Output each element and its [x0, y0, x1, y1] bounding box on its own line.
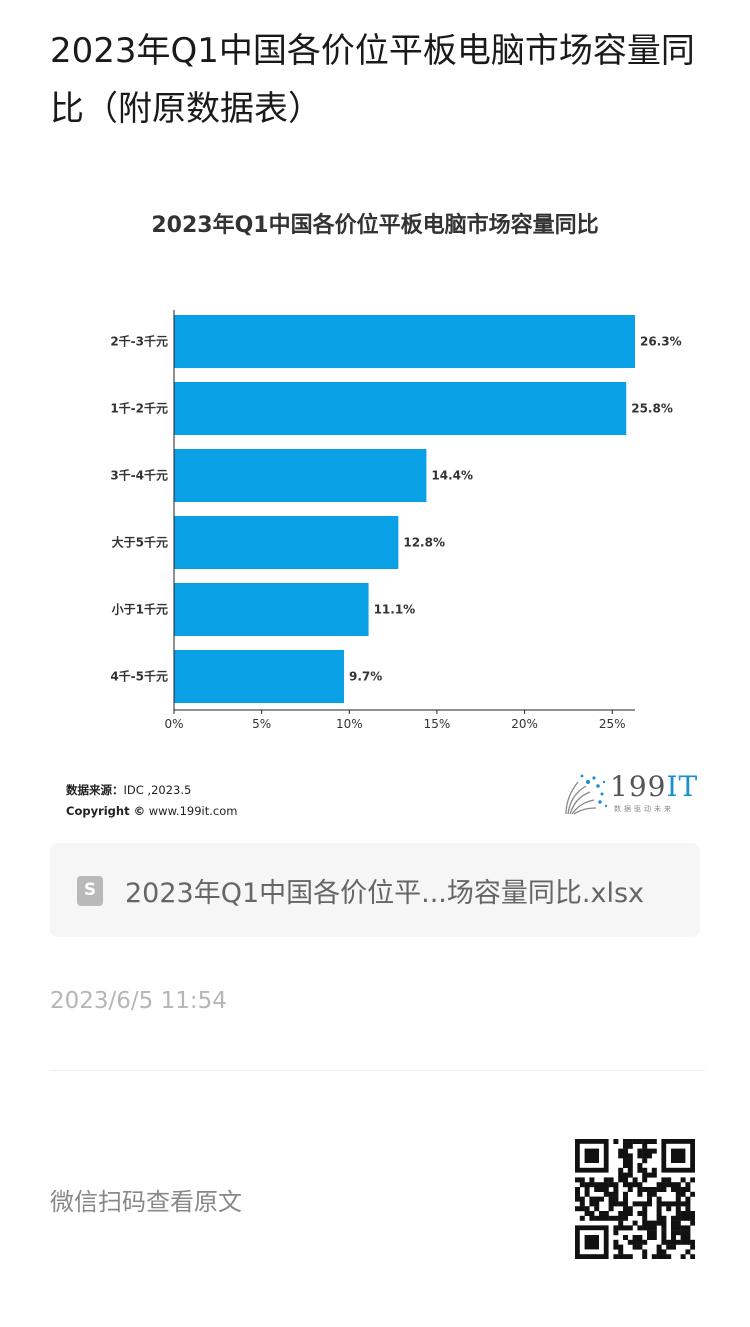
publish-timestamp: 2023/6/5 11:54: [50, 988, 227, 1014]
logo-wordmark: 199IT: [610, 770, 699, 803]
199it-logo: 199IT 数据驱动未来: [560, 770, 700, 820]
bar: [174, 583, 369, 636]
x-tick-label: 25%: [599, 717, 626, 731]
qr-code-icon[interactable]: [575, 1139, 695, 1259]
copyright-site: www.199it.com: [148, 804, 238, 818]
source-value: IDC ,2023.5: [123, 783, 192, 797]
data-label: 9.7%: [349, 670, 382, 684]
category-label: 2千-3千元: [110, 334, 168, 349]
divider: [50, 1070, 705, 1071]
data-label: 12.8%: [403, 536, 445, 550]
attachment-filename[interactable]: 2023年Q1中国各价位平...场容量同比.xlsx: [125, 878, 644, 909]
data-label: 14.4%: [431, 469, 473, 483]
chart-title: 2023年Q1中国各价位平板电脑市场容量同比: [151, 213, 599, 238]
category-label: 4千-5千元: [110, 669, 168, 684]
x-tick-label: 15%: [424, 717, 451, 731]
bar: [174, 449, 427, 502]
qr-prompt: 微信扫码查看原文: [50, 1188, 242, 1216]
x-tick-label: 10%: [336, 717, 363, 731]
chart-image: 2千-3千元 26.3% 1千-2千元 25.8% 3千-4千元 14.4% 大于5千元 12…: [50, 185, 700, 835]
category-label: 大于5千元: [112, 535, 168, 550]
data-label: 25.8%: [631, 402, 673, 416]
bar: [174, 650, 345, 703]
source-label: 数据来源：: [66, 783, 124, 797]
spreadsheet-file-icon: S: [77, 876, 103, 906]
logo-fan-icon: [565, 774, 608, 815]
bar: [174, 382, 627, 435]
data-source: 数据来源：IDC ,2023.5 Copyright © www.199it.c…: [66, 780, 237, 822]
bar: [174, 516, 399, 569]
data-label: 11.1%: [374, 603, 416, 617]
copyright-label: Copyright ©: [66, 804, 146, 818]
category-label: 小于1千元: [112, 602, 168, 617]
data-label: 26.3%: [640, 335, 682, 349]
bar-chart: 2千-3千元 26.3% 1千-2千元 25.8% 3千-4千元 14.4% 大于5千元 12…: [110, 310, 682, 731]
page-title: 2023年Q1中国各价位平板电脑市场容量同比（附原数据表）: [50, 31, 695, 129]
x-tick-label: 0%: [164, 717, 183, 731]
attachment-card[interactable]: S 2023年Q1中国各价位平...场容量同比.xlsx: [50, 843, 700, 937]
category-label: 3千-4千元: [110, 468, 168, 483]
category-label: 1千-2千元: [110, 401, 168, 416]
bar: [174, 315, 635, 368]
x-tick-label: 5%: [252, 717, 271, 731]
x-tick-label: 20%: [511, 717, 538, 731]
logo-tagline: 数据驱动未来: [614, 805, 674, 813]
